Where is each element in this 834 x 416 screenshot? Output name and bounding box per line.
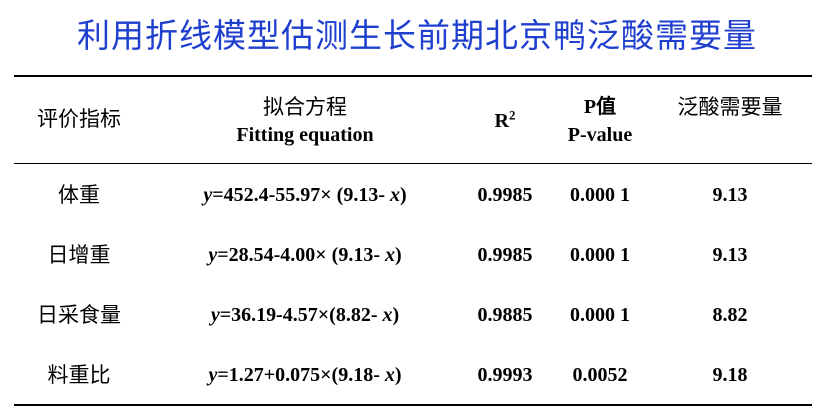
table-top-rule <box>14 75 812 77</box>
row-requirement: 9.13 <box>712 184 748 206</box>
eq-end: ) <box>400 184 407 206</box>
row-r2: 0.9885 <box>477 304 533 326</box>
header-equation-cn: 拟合方程 <box>263 95 347 119</box>
eq-end: ) <box>392 304 400 326</box>
header-r2-sup: 2 <box>508 107 516 123</box>
header-equation-en: Fitting equation <box>236 124 374 146</box>
row-r2: 0.9985 <box>477 244 533 266</box>
row-indicator: 日采食量 <box>37 303 121 327</box>
row-equation: y=36.19-4.57×(8.82- x) <box>150 302 460 328</box>
header-p-en: P-value <box>567 124 633 146</box>
row-equation: y=452.4-55.97× (9.13- x) <box>150 182 460 208</box>
eq-x: x <box>390 184 400 206</box>
row-indicator: 料重比 <box>47 363 111 387</box>
row-indicator: 体重 <box>58 183 100 207</box>
eq-var: y <box>203 184 213 206</box>
eq-mid: =1.27+0.075×(9.18- <box>217 364 385 386</box>
table-title: 利用折线模型估测生长前期北京鸭泛酸需要量 <box>77 16 757 55</box>
row-p: 0.000 1 <box>570 244 630 266</box>
eq-x: x <box>382 304 393 326</box>
eq-var: y <box>210 304 220 326</box>
eq-x: x <box>385 244 395 266</box>
eq-var: y <box>208 364 218 386</box>
row-requirement: 9.13 <box>712 244 748 266</box>
eq-mid: =36.19-4.57×(8.82- <box>219 304 383 326</box>
eq-mid: =28.54-4.00× (9.13- <box>217 244 385 266</box>
row-requirement: 8.82 <box>712 304 748 326</box>
row-p: 0.000 1 <box>570 304 630 326</box>
eq-var: y <box>208 244 218 266</box>
header-p-cn: P值 <box>583 96 617 118</box>
row-indicator: 日增重 <box>47 243 111 267</box>
eq-mid: =452.4-55.97× (9.13- <box>212 184 390 206</box>
row-equation: y=1.27+0.075×(9.18- x) <box>150 362 460 388</box>
row-r2: 0.9993 <box>477 364 533 386</box>
table-header-rule <box>14 163 812 164</box>
row-p: 0.000 1 <box>570 184 630 206</box>
table-bottom-rule <box>14 404 812 406</box>
eq-x: x <box>384 364 395 386</box>
header-r2: R2 <box>460 108 550 134</box>
header-indicator: 评价指标 <box>37 107 121 131</box>
row-equation: y=28.54-4.00× (9.13- x) <box>150 242 460 268</box>
eq-end: ) <box>394 364 402 386</box>
eq-end: ) <box>395 244 402 266</box>
header-requirement: 泛酸需要量 <box>677 95 783 119</box>
row-p: 0.0052 <box>572 364 628 386</box>
header-r2-base: R <box>494 110 509 132</box>
row-r2: 0.9985 <box>477 184 533 206</box>
row-requirement: 9.18 <box>712 364 748 386</box>
